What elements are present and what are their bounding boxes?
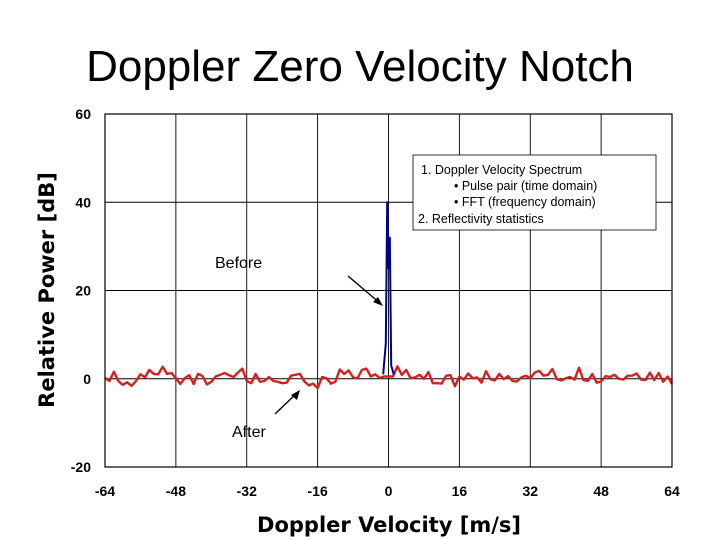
note-line-4: 2. Reflectivity statistics bbox=[418, 212, 544, 226]
before-label: Before bbox=[215, 255, 262, 272]
notes-box-frame bbox=[412, 154, 657, 231]
x-tick-label: 0 bbox=[385, 483, 393, 499]
x-tick-label: -32 bbox=[237, 483, 257, 499]
note-line-2: • Pulse pair (time domain) bbox=[454, 179, 597, 193]
note-line-1: 1. Doppler Velocity Spectrum bbox=[421, 163, 582, 177]
series-lines bbox=[104, 201, 674, 390]
after-annotation: After bbox=[232, 390, 300, 441]
before-arrowhead bbox=[373, 297, 383, 306]
x-tick-label: -48 bbox=[166, 483, 186, 499]
plot-frame bbox=[104, 113, 673, 468]
note-line-3: • FFT (frequency domain) bbox=[454, 195, 596, 209]
before-arrow bbox=[347, 275, 382, 305]
chart-title: Doppler Zero Velocity Notch bbox=[86, 42, 634, 91]
y-tick-label: -20 bbox=[71, 459, 91, 475]
notes-box: 1. Doppler Velocity Spectrum • Pulse pai… bbox=[412, 154, 657, 231]
y-tick-label: 60 bbox=[75, 106, 91, 122]
series-before-line bbox=[382, 201, 395, 375]
x-tick-label: 64 bbox=[664, 483, 680, 499]
x-tick-label: 16 bbox=[452, 483, 468, 499]
x-axis-label: Doppler Velocity [m/s] bbox=[257, 513, 521, 537]
after-arrowhead bbox=[291, 390, 300, 400]
after-label: After bbox=[232, 424, 266, 441]
x-tick-label: 48 bbox=[593, 483, 609, 499]
x-tick-label: 32 bbox=[522, 483, 538, 499]
y-tick-label: 0 bbox=[83, 371, 91, 387]
tick-labels: -64 -48 -32 -16 0 16 32 48 64 60 40 20 0 -20 bbox=[71, 106, 680, 499]
series-after-line bbox=[104, 365, 674, 390]
y-axis-label: Relative Power [dB] bbox=[35, 172, 59, 408]
x-tick-label: -64 bbox=[95, 483, 115, 499]
y-tick-label: 20 bbox=[75, 283, 91, 299]
before-annotation: Before bbox=[215, 255, 383, 306]
y-tick-label: 40 bbox=[75, 194, 91, 210]
x-tick-label: -16 bbox=[308, 483, 328, 499]
